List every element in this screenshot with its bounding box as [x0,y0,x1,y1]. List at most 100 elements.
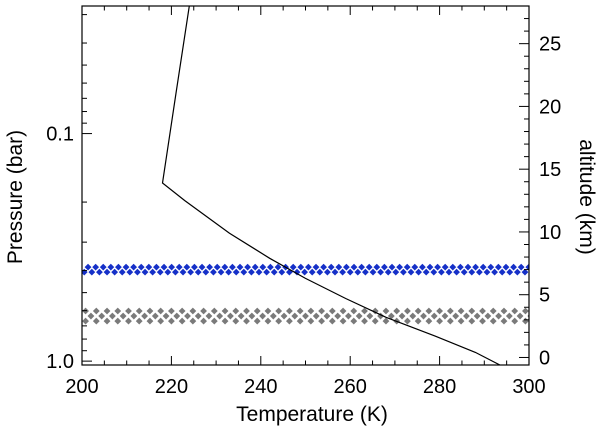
band-diamond-point [494,263,502,271]
band-diamond-point [382,317,390,325]
band-diamond-point [111,268,119,276]
band-diamond-point [318,307,325,315]
band-diamond-point [365,263,373,271]
band-diamond-point [232,317,240,325]
band-diamond-point [366,312,374,320]
band-diamond-point [445,268,453,276]
band-diamond-point [200,317,207,325]
plot-marks [82,6,529,365]
band-diamond-point [275,317,283,325]
band-diamond-point [156,268,164,276]
left-axis-title: Pressure (bar) [4,130,27,264]
band-diamond-point [82,317,89,325]
band-diamond-point [516,312,524,320]
band-diamond-point [99,263,107,271]
band-diamond-point [457,307,465,315]
band-diamond-point [221,263,229,271]
band-diamond-point [510,263,517,271]
band-diamond-point [350,263,358,271]
band-diamond-point [244,263,252,271]
band-diamond-point [460,268,468,276]
x-tick-label: 280 [423,376,456,398]
band-diamond-point [380,263,388,271]
band-diamond-point [373,263,381,271]
x-tick-label: 260 [334,376,367,398]
band-diamond-point [453,268,460,276]
band-diamond-point [275,307,283,315]
band-diamond-point [168,307,175,315]
band-diamond-point [210,317,218,325]
band-diamond-point [264,317,272,325]
band-diamond-point [200,307,207,315]
band-diamond-point [483,268,491,276]
band-diamond-point [506,268,514,276]
band-diamond-point [205,312,213,320]
band-diamond-point [377,268,384,276]
band-diamond-point [358,263,365,271]
band-diamond-point [168,317,175,325]
x-tick-label: 300 [512,376,545,398]
band-diamond-point [269,312,277,320]
band-diamond-point [178,307,186,315]
band-diamond-point [146,317,154,325]
right-axis-title: altitude (km) [575,139,598,255]
band-diamond-point [122,263,130,271]
band-diamond-point [328,307,336,315]
band-diamond-point [137,263,145,271]
band-diamond-point [414,317,422,325]
band-diamond-point [409,312,417,320]
band-diamond-point [468,307,476,315]
band-diamond-point [521,268,529,276]
band-diamond-point [217,268,225,276]
band-diamond-point [103,307,111,315]
band-diamond-point [108,312,116,320]
band-diamond-point [240,268,248,276]
band-diamond-point [173,312,181,320]
band-diamond-point [327,263,335,271]
band-diamond-point [393,307,401,315]
band-diamond-point [301,268,309,276]
band-diamond-point [178,317,186,325]
band-diamond-point [210,307,218,315]
band-diamond-point [210,268,217,276]
band-diamond-point [511,307,519,315]
band-diamond-point [452,312,460,320]
band-diamond-point [297,263,305,271]
band-diamond-point [513,268,521,276]
band-diamond-point [119,312,127,320]
band-diamond-point [437,268,445,276]
band-diamond-point [92,263,100,271]
band-diamond-point [267,263,274,271]
band-diamond-point [141,268,149,276]
band-diamond-point [343,263,350,271]
left-tick-label: 0.1 [46,124,74,146]
band-diamond-point [187,268,195,276]
band-diamond-point [436,317,443,325]
left-tick-label: 1.0 [46,351,74,373]
band-diamond-point [255,268,263,276]
band-diamond-point [361,317,368,325]
band-diamond-point [280,312,288,320]
band-diamond-point [157,307,165,315]
band-diamond-point [107,263,115,271]
band-diamond-point [286,307,293,315]
band-diamond-point [253,307,261,315]
band-diamond-point [318,317,325,325]
band-diamond-point [270,268,278,276]
band-diamond-point [103,268,111,276]
band-diamond-point [146,307,154,315]
band-diamond-point [125,317,132,325]
band-diamond-point [415,268,422,276]
x-tick-label: 200 [65,376,98,398]
band-diamond-point [115,263,122,271]
band-diamond-point [407,268,415,276]
band-diamond-point [464,263,472,271]
band-diamond-point [316,268,324,276]
band-diamond-point [141,312,148,320]
band-diamond-point [426,263,434,271]
band-diamond-point [441,312,449,320]
band-diamond-point [307,307,315,315]
right-tick-label: 10 [539,222,561,244]
band-diamond-point [232,268,240,276]
